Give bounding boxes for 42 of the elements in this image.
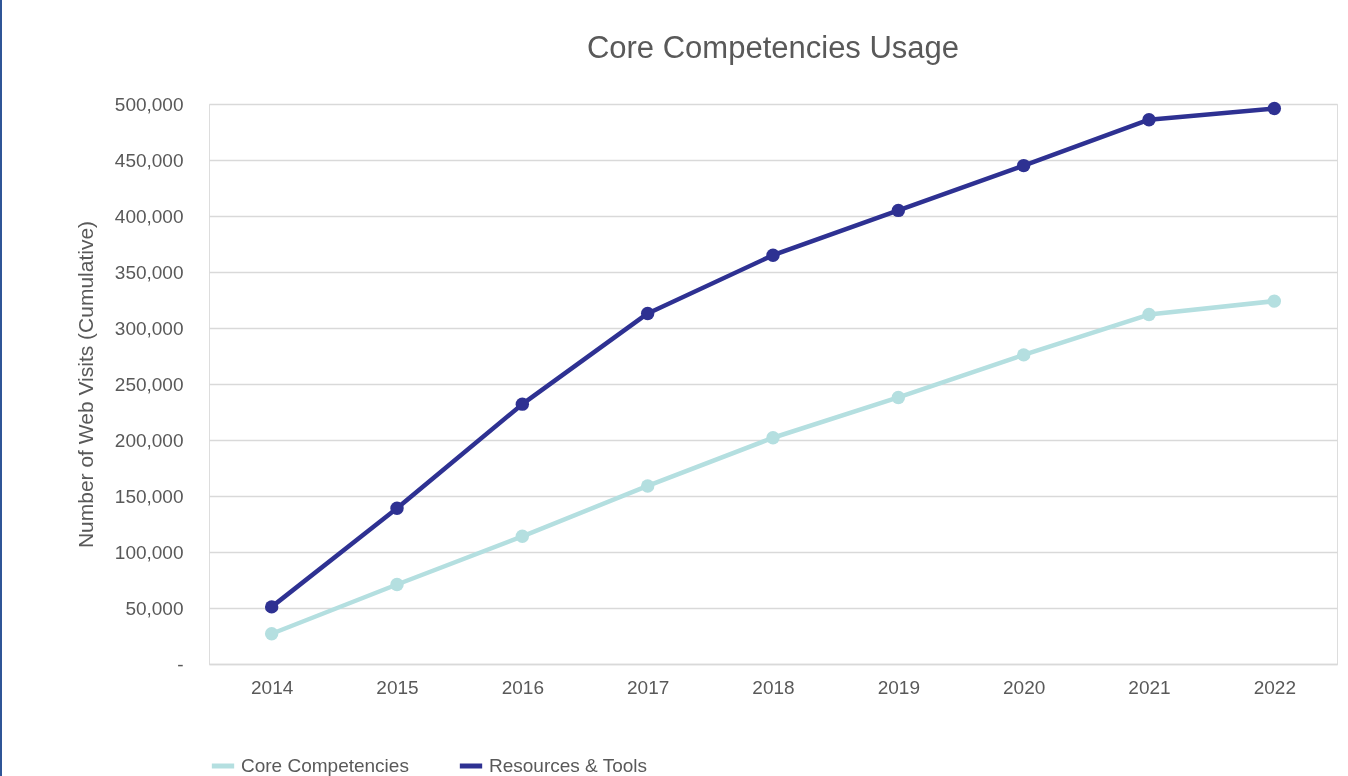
y-tick-label: 100,000 [114,541,184,563]
point [640,479,655,493]
y-tick-label: - [177,653,184,675]
point [1142,112,1156,127]
chart-title: Core Competencies Usage [586,30,960,65]
y-tick-label: 150,000 [114,485,184,507]
y-tick-label: 200,000 [114,429,184,451]
y-tick-label: 50,000 [125,597,184,619]
point [640,306,655,321]
y-tick-label: 450,000 [114,149,184,171]
legend-label: Resources & Tools [489,755,648,776]
point [264,600,279,614]
y-axis-title: Number of Web Visits (Cumulative) [73,220,97,549]
x-tick-label: 2014 [251,676,294,698]
point [1016,348,1031,362]
x-tick-label: 2017 [627,676,670,698]
y-tick-label: 500,000 [114,93,184,115]
y-tick-label: 400,000 [114,205,184,227]
x-tick-label: 2019 [877,676,920,698]
point [390,501,404,516]
point [1267,294,1282,308]
point [515,529,530,544]
y-tick-label: 350,000 [114,261,184,283]
y-tick-label: 250,000 [114,373,184,395]
y-tick-label: 300,000 [114,317,184,339]
point [891,390,906,405]
point [766,248,780,262]
x-tick-label: 2018 [752,676,795,698]
x-tick-label: 2021 [1128,676,1171,698]
point [390,577,404,592]
point [1142,307,1156,322]
point [1016,158,1031,173]
point [1267,101,1282,116]
point [515,397,530,411]
legend-label: Core Competencies [241,755,409,776]
point [766,431,780,445]
x-tick-label: 2016 [501,676,544,698]
x-tick-label: 2015 [376,676,419,698]
point [891,203,906,218]
x-tick-label: 2022 [1253,676,1296,698]
point [264,627,279,641]
x-tick-label: 2020 [1003,676,1046,698]
